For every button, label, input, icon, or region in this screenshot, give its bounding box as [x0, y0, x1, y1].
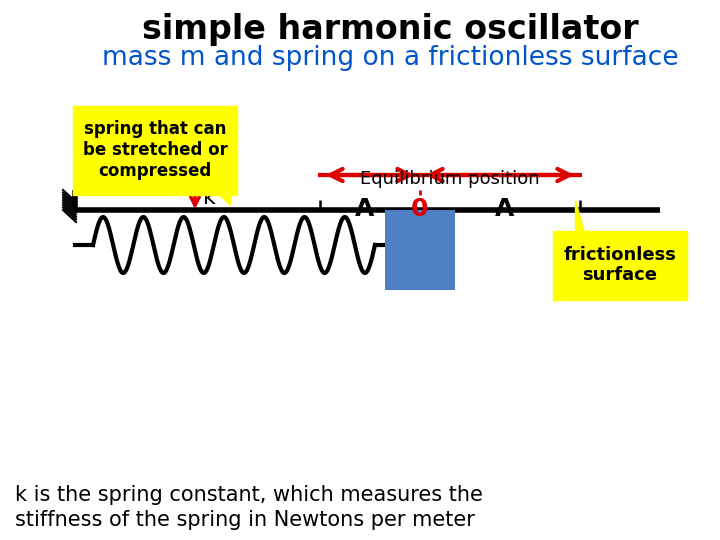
Text: k is the spring constant, which measures the: k is the spring constant, which measures… — [15, 485, 483, 505]
Text: k: k — [203, 188, 216, 208]
Text: mass m and spring on a frictionless surface: mass m and spring on a frictionless surf… — [102, 45, 678, 71]
Text: simple harmonic oscillator: simple harmonic oscillator — [142, 14, 639, 46]
Text: 0: 0 — [411, 197, 428, 221]
Polygon shape — [575, 200, 600, 287]
Text: stiffness of the spring in Newtons per meter: stiffness of the spring in Newtons per m… — [15, 510, 475, 530]
Text: spring that can
be stretched or
compressed: spring that can be stretched or compress… — [83, 120, 228, 180]
FancyBboxPatch shape — [73, 105, 237, 194]
Bar — [385, 210, 455, 290]
Text: A: A — [495, 197, 515, 221]
Text: A: A — [355, 197, 374, 221]
Polygon shape — [205, 180, 233, 205]
Text: frictionless
surface: frictionless surface — [564, 246, 676, 285]
Text: Equilibrium position: Equilibrium position — [360, 170, 540, 188]
FancyBboxPatch shape — [553, 231, 687, 300]
